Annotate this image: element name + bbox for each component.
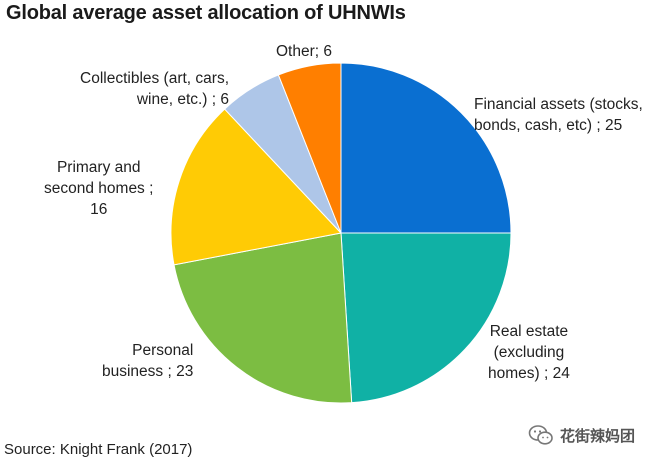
slice-label-line: homes) ; 24 [488, 365, 570, 382]
slice-label-line: Collectibles (art, cars, [80, 70, 230, 87]
source-note: Source: Knight Frank (2017) [4, 441, 193, 458]
watermark-text: 花街辣妈团 [560, 427, 636, 445]
slice-label-line: business ; 23 [102, 363, 194, 380]
slice-label-financial-assets: Financial assets (stocks, bonds, cash, et… [474, 94, 643, 136]
wechat-icon [528, 425, 553, 445]
pie-slice-financial-assets [340, 62, 512, 234]
pie-slice-other [277, 62, 342, 234]
pie-slice-primary-homes [170, 108, 342, 266]
slice-label-line: wine, etc.) ; 6 [136, 91, 230, 108]
slice-label-line: Financial assets (stocks, [474, 96, 643, 113]
slice-label-line: bonds, cash, etc) ; 25 [474, 117, 623, 134]
slice-label-line: second homes ; [44, 180, 154, 197]
slice-label-line: (excluding [493, 344, 565, 361]
watermark: 花街辣妈团 [528, 424, 635, 446]
pie-slice-real-estate [340, 232, 512, 404]
slice-label-primary-homes: Primary and second homes ; 16 [44, 157, 153, 220]
slice-label-line: 16 [90, 201, 108, 218]
slice-label-line: Personal [132, 342, 194, 359]
slice-label-other: Other; 6 [276, 41, 332, 62]
slice-label-line: Other; 6 [276, 43, 332, 60]
slice-label-personal-business: Personal business ; 23 [102, 340, 193, 382]
slice-label-line: Primary and [56, 159, 141, 176]
slice-label-real-estate: Real estate (excluding homes) ; 24 [488, 321, 570, 384]
slice-label-collectibles: Collectibles (art, cars, wine, etc.) ; 6 [80, 68, 229, 110]
slice-label-line: Real estate [489, 323, 569, 340]
chart-title: Global average asset allocation of UHNWI… [6, 2, 406, 24]
pie-slice-personal-business [173, 232, 353, 404]
